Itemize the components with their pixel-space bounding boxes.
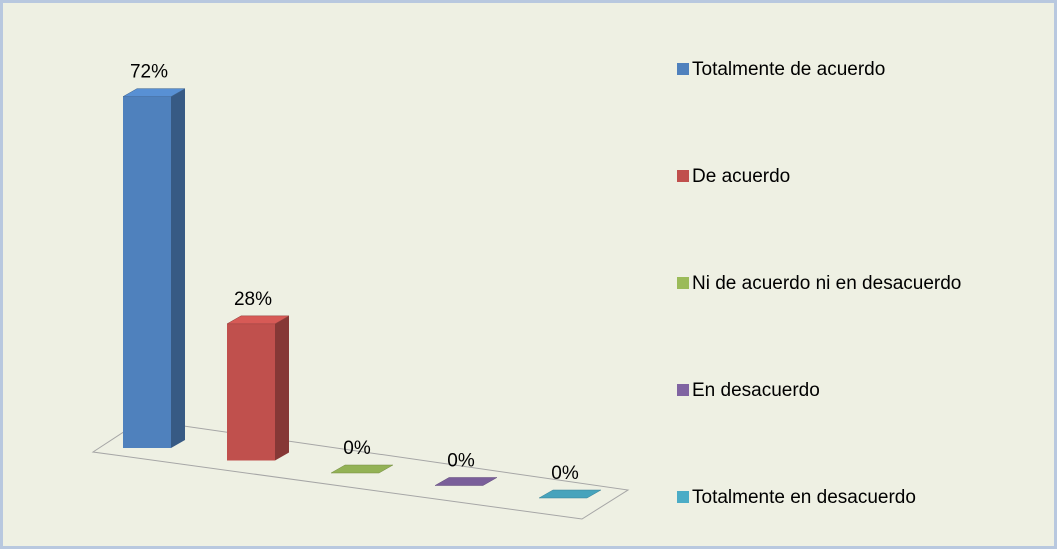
legend-swatch: [677, 491, 689, 503]
legend-swatch: [677, 384, 689, 396]
legend-swatch: [677, 277, 689, 289]
data-label: 0%: [343, 438, 371, 459]
legend-swatch: [677, 170, 689, 182]
legend-swatch: [677, 63, 689, 75]
bar-top: [122, 88, 186, 97]
data-label: 0%: [447, 451, 475, 472]
bar-front: [123, 96, 171, 448]
bar-top: [226, 315, 290, 325]
legend-label: Totalmente en desacuerdo: [692, 487, 916, 508]
data-label: 0%: [551, 463, 579, 484]
legend-label: Ni de acuerdo ni en desacuerdo: [692, 273, 961, 294]
bar-top: [538, 489, 602, 499]
bar-side: [171, 88, 185, 448]
data-label: 72%: [130, 62, 168, 83]
legend-label: En desacuerdo: [692, 380, 820, 401]
bar-top: [434, 477, 498, 486]
bar-front: [227, 323, 275, 461]
bar-side: [275, 315, 289, 461]
legend-label: De acuerdo: [692, 166, 790, 187]
legend-label: Totalmente de acuerdo: [692, 59, 885, 80]
bar-top: [330, 464, 394, 474]
data-label: 28%: [234, 289, 272, 310]
